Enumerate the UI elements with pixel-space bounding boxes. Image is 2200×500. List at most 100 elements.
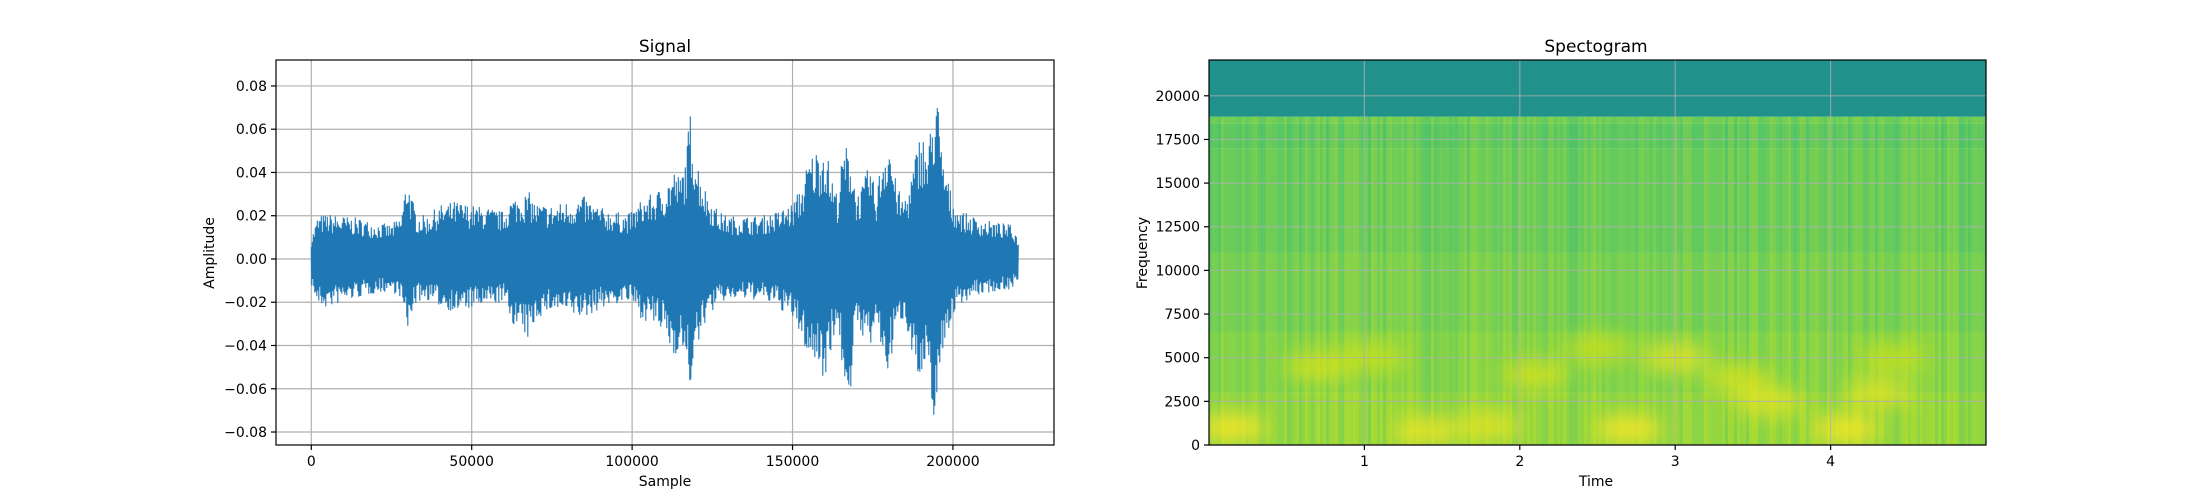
spectrogram-texture-column xyxy=(1629,116,1632,445)
spectrogram-texture-column xyxy=(1638,116,1641,445)
spectrogram-x-tick-label: 1 xyxy=(1360,454,1369,470)
signal-x-tick-label: 200000 xyxy=(926,454,979,470)
spectrogram-texture-column xyxy=(1611,116,1614,445)
spectrogram-texture-column xyxy=(1872,116,1875,445)
spectrogram-texture-column xyxy=(1251,116,1254,445)
signal-y-tick-label: −0.06 xyxy=(224,382,267,398)
spectrogram-texture-column xyxy=(1944,116,1947,445)
spectrogram-texture-column xyxy=(1359,116,1362,445)
spectrogram-texture-column xyxy=(1239,116,1242,445)
spectrogram-texture-column xyxy=(1602,116,1605,445)
spectrogram-texture-column xyxy=(1953,116,1956,445)
spectrogram-texture-column xyxy=(1233,116,1236,445)
spectrogram-texture-column xyxy=(1701,116,1704,445)
spectrogram-texture-column xyxy=(1863,116,1866,445)
spectrogram-texture-column xyxy=(1884,116,1887,445)
spectrogram-texture-column xyxy=(1902,116,1905,445)
spectrogram-texture-column xyxy=(1329,116,1332,445)
spectrogram-hotspot xyxy=(1392,417,1461,445)
signal-y-ticks: −0.08 −0.06 −0.04 −0.02 0.00 0.02 0.04 0.06 0.08 xyxy=(224,79,276,441)
spectrogram-texture-column xyxy=(1788,116,1791,445)
spectrogram-texture-column xyxy=(1743,116,1746,445)
spectrogram-texture-column xyxy=(1437,116,1440,445)
spectrogram-band xyxy=(1209,60,1986,117)
spectrogram-texture-column xyxy=(1617,116,1620,445)
spectrogram-y-tick-label: 0 xyxy=(1191,438,1200,454)
spectrogram-texture-column xyxy=(1560,116,1563,445)
spectrogram-texture-column xyxy=(1512,116,1515,445)
spectrogram-texture-column xyxy=(1635,116,1638,445)
spectrogram-y-tick-label: 17500 xyxy=(1155,132,1200,148)
spectrogram-texture-column xyxy=(1653,116,1656,445)
spectrogram-texture-column xyxy=(1473,116,1476,445)
spectrogram-texture-column xyxy=(1308,116,1311,445)
spectrogram-texture-column xyxy=(1386,116,1389,445)
spectrogram-texture-column xyxy=(1980,116,1983,445)
signal-y-tick-label: 0.08 xyxy=(236,79,267,95)
signal-y-tick-label: −0.02 xyxy=(224,295,267,311)
spectrogram-texture-column xyxy=(1686,116,1689,445)
signal-title: Signal xyxy=(639,37,691,57)
spectrogram-x-tick-label: 3 xyxy=(1671,454,1680,470)
spectrogram-hotspot xyxy=(1812,415,1881,444)
spectrogram-texture-column xyxy=(1209,116,1212,445)
spectrogram-hotspot xyxy=(1843,378,1912,407)
signal-x-tick-label: 150000 xyxy=(766,454,819,470)
spectrogram-texture-column xyxy=(1578,116,1581,445)
spectrogram-texture-column xyxy=(1917,116,1920,445)
spectrogram-texture-column xyxy=(1596,116,1599,445)
spectrogram-texture-column xyxy=(1938,116,1941,445)
spectrogram-texture-column xyxy=(1728,116,1731,445)
spectrogram-texture-column xyxy=(1269,116,1272,445)
spectrogram-texture-column xyxy=(1815,116,1818,445)
spectrogram-texture-column xyxy=(1500,116,1503,445)
spectrogram-texture-column xyxy=(1443,116,1446,445)
spectrogram-texture-column xyxy=(1896,116,1899,445)
spectrogram-texture-column xyxy=(1836,116,1839,445)
spectrogram-hotspot xyxy=(1283,352,1352,381)
spectrogram-plot-frame xyxy=(1208,59,1987,446)
spectrogram-texture-column xyxy=(1461,116,1464,445)
spectrogram-texture-column xyxy=(1779,116,1782,445)
spectrogram-texture-column xyxy=(1470,116,1473,445)
spectrogram-texture-column xyxy=(1488,116,1491,445)
spectrogram-texture-column xyxy=(1338,116,1341,445)
spectrogram-texture-column xyxy=(1707,116,1710,445)
spectrogram-texture-column xyxy=(1521,116,1524,445)
spectrogram-texture-column xyxy=(1857,116,1860,445)
spectrogram-hotspot xyxy=(1209,413,1267,442)
spectrogram-texture-column xyxy=(1425,116,1428,445)
spectrogram-texture-column xyxy=(1854,116,1857,445)
spectrogram-texture-column xyxy=(1491,116,1494,445)
spectrogram-texture-column xyxy=(1497,116,1500,445)
spectrogram-texture-column xyxy=(1509,116,1512,445)
spectrogram-texture-column xyxy=(1845,116,1848,445)
spectrogram-texture-column xyxy=(1380,116,1383,445)
spectrogram-texture-column xyxy=(1263,116,1266,445)
spectrogram-texture-column xyxy=(1965,116,1968,445)
spectrogram-texture-column xyxy=(1935,116,1938,445)
signal-waveform xyxy=(310,107,1019,415)
signal-x-tick-label: 0 xyxy=(307,454,316,470)
spectrogram-texture-column xyxy=(1422,116,1425,445)
signal-y-tick-label: 0.04 xyxy=(236,165,267,181)
spectrogram-texture-column xyxy=(1809,116,1812,445)
spectrogram-texture-column xyxy=(1404,116,1407,445)
spectrogram-texture-column xyxy=(1395,116,1398,445)
spectrogram-texture-column xyxy=(1824,116,1827,445)
spectrogram-texture-column xyxy=(1515,116,1518,445)
spectrogram-texture-column xyxy=(1599,116,1602,445)
spectrogram-texture-column xyxy=(1893,116,1896,445)
spectrogram-texture-column xyxy=(1257,116,1260,445)
spectrogram-texture-column xyxy=(1758,116,1761,445)
spectrogram-texture-column xyxy=(1698,116,1701,445)
spectrogram-chart: Spectogram 1 2 3 4 0 2500 5000 7500 10000 12500 1… xyxy=(1135,37,1987,490)
spectrogram-texture-column xyxy=(1254,116,1257,445)
spectrogram-texture-column xyxy=(1878,116,1881,445)
spectrogram-texture-column xyxy=(1605,116,1608,445)
spectrogram-texture-column xyxy=(1671,116,1674,445)
spectrogram-texture-column xyxy=(1341,116,1344,445)
spectrogram-texture-column xyxy=(1923,116,1926,445)
spectrogram-texture-column xyxy=(1881,116,1884,445)
spectrogram-texture-column xyxy=(1371,116,1374,445)
